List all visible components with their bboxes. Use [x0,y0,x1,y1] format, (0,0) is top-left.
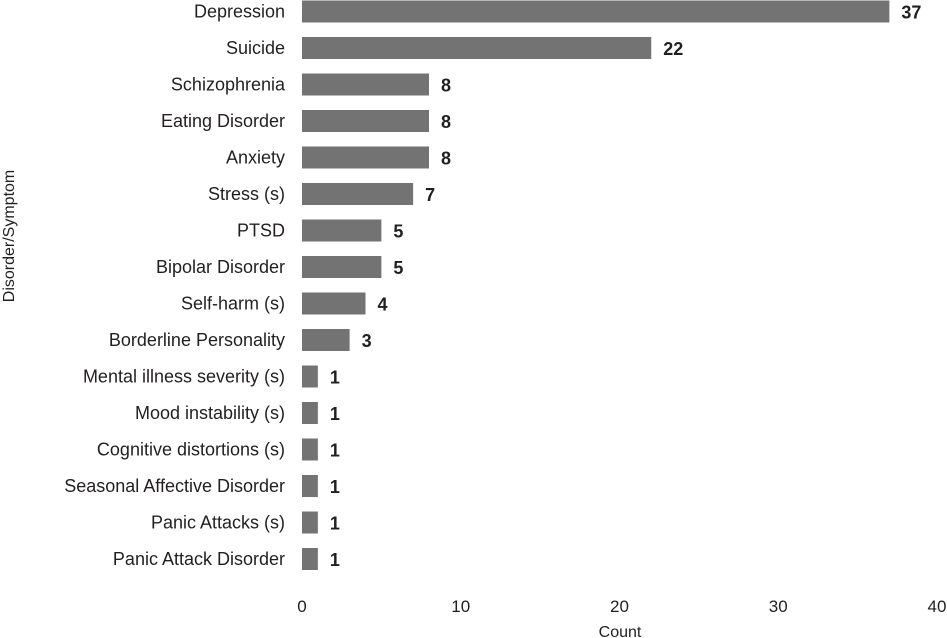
category-label: Seasonal Affective Disorder [64,476,285,496]
data-label: 1 [330,404,340,424]
bar-mood-instability-s [302,402,318,424]
category-label: Schizophrenia [171,75,286,95]
x-tick-label: 10 [451,597,470,616]
bar-depression [302,0,890,23]
x-axis-ticks-group: 0 10 20 30 40 [297,597,946,616]
data-label: 1 [330,441,340,461]
category-label: Bipolar Disorder [156,257,285,277]
bar-ptsd [302,219,382,242]
category-label: Stress (s) [208,184,285,204]
data-label: 1 [330,514,340,534]
data-label: 5 [393,258,403,278]
category-label: Mental illness severity (s) [83,367,285,387]
data-label: 8 [441,76,451,96]
bar-suicide [302,37,652,59]
category-label: Panic Attacks (s) [151,513,285,533]
bar-cognitive-distortions-s [302,438,318,461]
data-label: 8 [441,149,451,169]
data-label: 37 [901,3,921,23]
bar-mental-illness-severity-s [302,365,318,388]
bar-schizophrenia [302,73,429,96]
data-label: 1 [330,368,340,388]
bar-stress-s [302,183,414,205]
category-label: Panic Attack Disorder [113,549,285,569]
x-tick-label: 20 [610,597,629,616]
bar-panic-attacks-s [302,511,318,534]
bar-panic-attack-disorder [302,548,318,570]
bar-bipolar-disorder [302,256,382,278]
category-label: Depression [194,2,285,22]
category-label: Self-harm (s) [181,294,285,314]
data-label: 5 [393,222,403,242]
category-label: Borderline Personality [109,330,285,350]
data-label: 4 [378,295,388,315]
x-axis-title: Count [599,624,642,638]
category-label: PTSD [237,221,285,241]
category-label: Cognitive distortions (s) [97,440,285,460]
bar-anxiety [302,146,429,169]
data-label: 22 [663,39,683,59]
bars-group [302,0,890,570]
category-label: Suicide [226,38,285,58]
x-tick-label: 0 [297,597,306,616]
category-label: Mood instability (s) [135,403,285,423]
bar-eating-disorder [302,110,429,132]
x-tick-label: 40 [928,597,947,616]
y-axis-title: Disorder/Symptom [1,170,18,302]
bar-self-harm-s [302,292,366,315]
data-label: 1 [330,477,340,497]
data-label: 8 [441,112,451,132]
category-label: Anxiety [226,148,285,168]
data-label: 7 [425,185,435,205]
bar-seasonal-affective-disorder [302,475,318,497]
data-label: 1 [330,550,340,570]
category-labels-group: Depression Suicide Schizophrenia Eating Dis… [64,2,286,570]
category-label: Eating Disorder [161,111,285,131]
data-label: 3 [362,331,372,351]
x-tick-label: 30 [769,597,788,616]
bar-borderline-personality [302,329,350,351]
